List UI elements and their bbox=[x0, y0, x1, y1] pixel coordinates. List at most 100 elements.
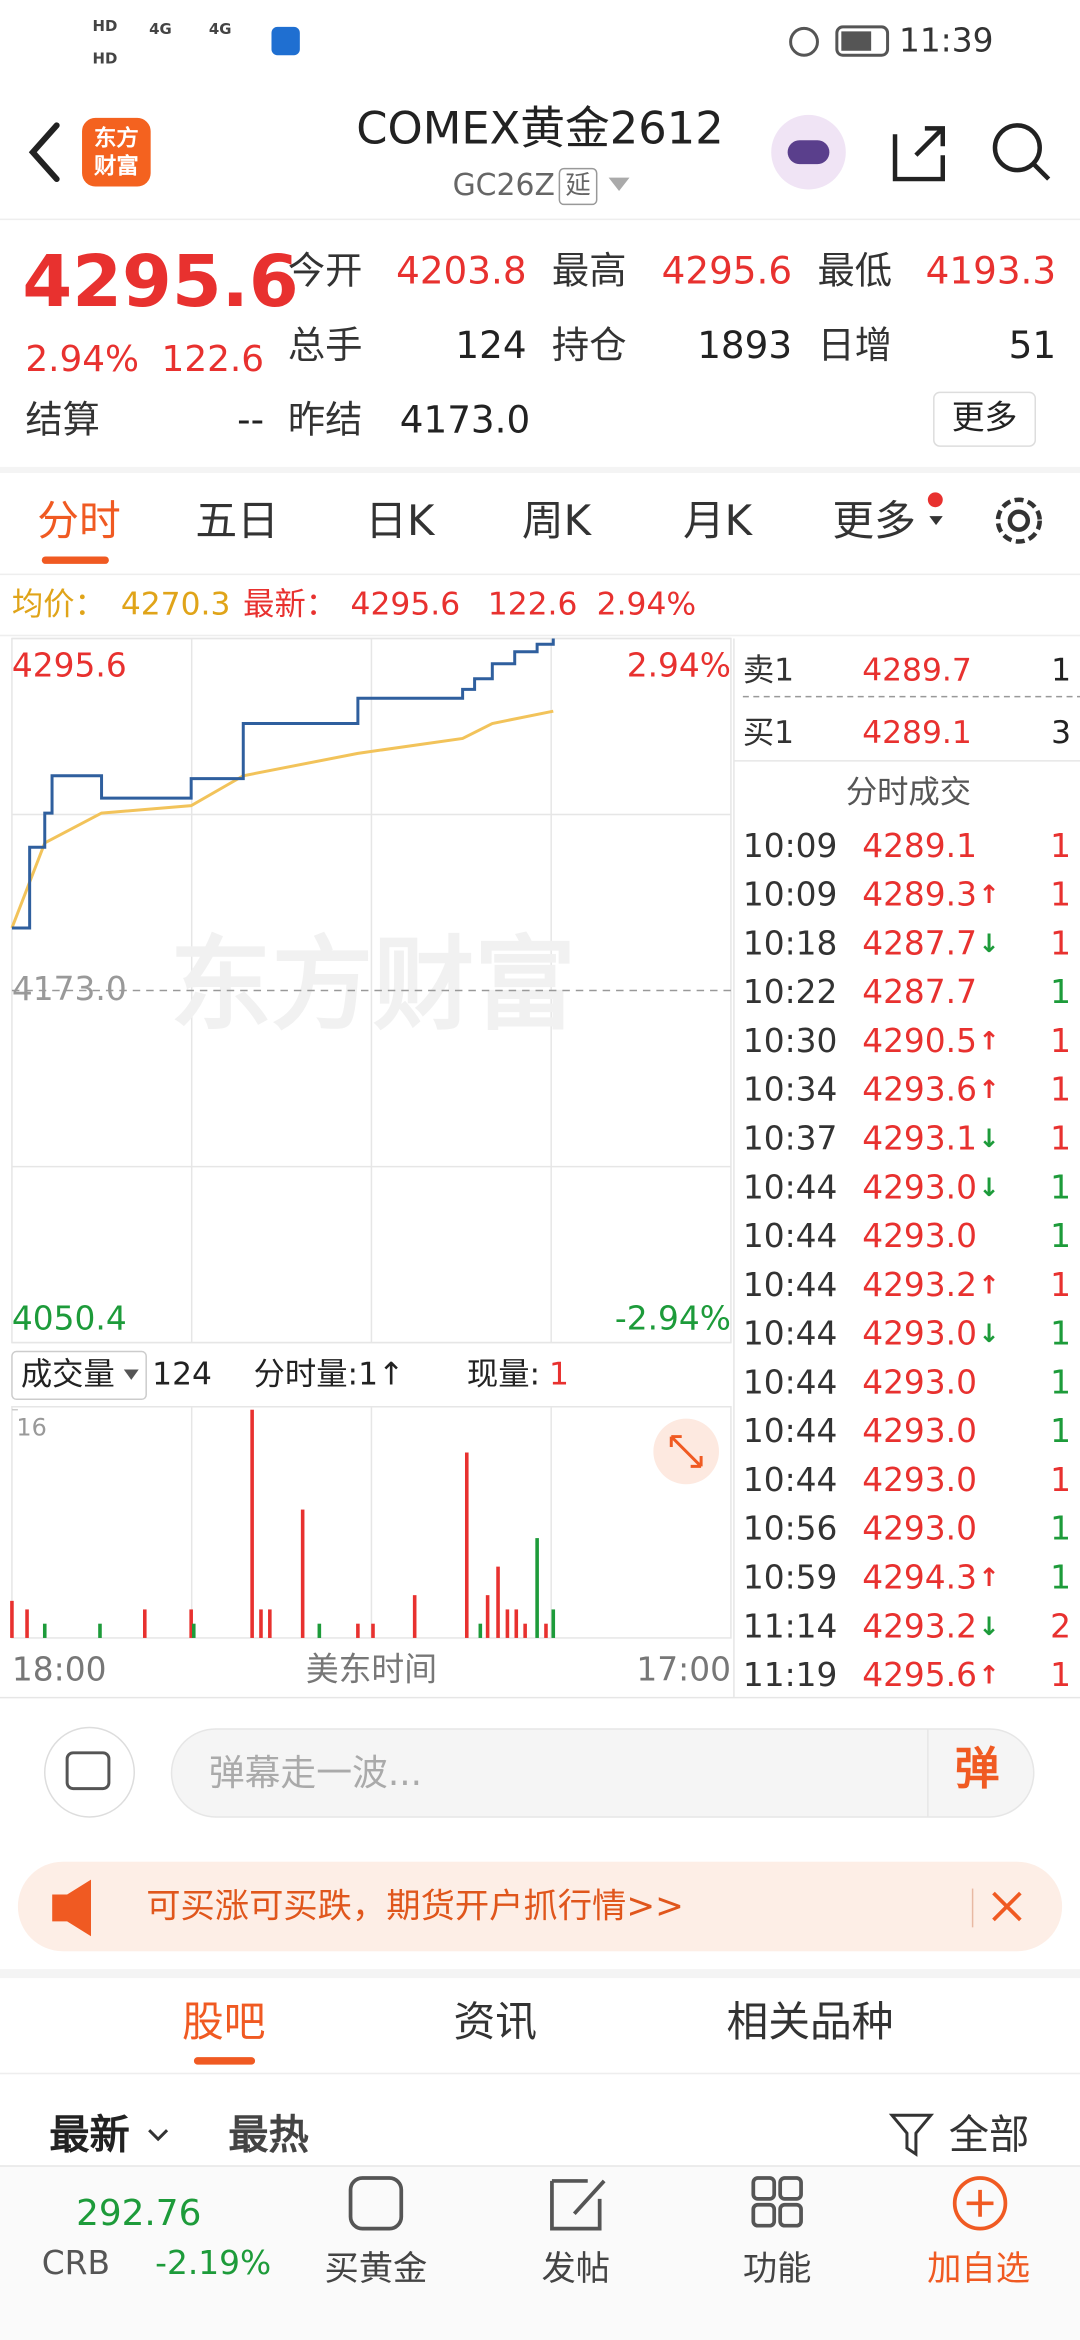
trade-volume: 1 bbox=[1050, 1315, 1071, 1353]
section-tab[interactable]: 资讯 bbox=[453, 1997, 537, 2046]
current-volume-label: 现量: bbox=[467, 1356, 540, 1392]
trade-volume: 1 bbox=[1050, 1120, 1071, 1158]
watermark: 东方财富 bbox=[170, 926, 576, 1044]
dropdown-triangle[interactable] bbox=[608, 177, 630, 191]
trade-price: 4293.0 bbox=[862, 1412, 977, 1450]
trade-price: 4290.5 bbox=[862, 1022, 977, 1060]
volume-label[interactable]: 成交量 bbox=[21, 1356, 115, 1392]
trade-time: 11:14 bbox=[743, 1607, 838, 1645]
trade-volume: 1 bbox=[1050, 1071, 1071, 1109]
nav-item[interactable]: 加自选 bbox=[927, 2249, 1030, 2289]
summary-item: 4295.6 bbox=[351, 587, 461, 623]
trade-time: 10:44 bbox=[743, 1363, 838, 1401]
volume-bar bbox=[300, 1509, 305, 1638]
chart-tab[interactable]: 更多 bbox=[832, 496, 916, 545]
chart-tab[interactable]: 周K bbox=[522, 496, 593, 545]
volume-bar bbox=[523, 1623, 527, 1638]
nav-icons bbox=[348, 2176, 1008, 2231]
close-button[interactable] bbox=[992, 1891, 1022, 1922]
volume-bar bbox=[551, 1609, 556, 1638]
chart-tab[interactable]: 月K bbox=[683, 496, 754, 545]
dropdown-triangle bbox=[929, 516, 943, 526]
app-logo[interactable] bbox=[82, 117, 151, 187]
nav-item[interactable]: 发帖 bbox=[541, 2249, 610, 2289]
nav-item[interactable]: 买黄金 bbox=[324, 2249, 427, 2289]
summary-item: 均价： bbox=[12, 587, 106, 623]
sort-chevron[interactable] bbox=[148, 2129, 169, 2142]
filter-icon[interactable] bbox=[888, 2113, 935, 2157]
trade-volume: 1 bbox=[1050, 1461, 1071, 1499]
section-tab[interactable]: 股吧 bbox=[182, 1997, 266, 2046]
trade-price: 4293.0 bbox=[862, 1461, 977, 1499]
filter-all[interactable]: 全部 bbox=[949, 2113, 1030, 2159]
network-label: HD bbox=[92, 50, 117, 68]
page-title: COMEX黄金2612 bbox=[356, 101, 723, 154]
expand-button[interactable] bbox=[653, 1418, 720, 1485]
trade-time: 10:30 bbox=[743, 1022, 838, 1060]
trade-volume: 1 bbox=[1050, 1168, 1071, 1206]
nav-item[interactable]: 功能 bbox=[743, 2249, 812, 2289]
volume-bar bbox=[505, 1609, 510, 1638]
volume-selector[interactable] bbox=[11, 1350, 147, 1401]
network-label: 4G bbox=[149, 20, 172, 38]
field-value: 1893 bbox=[697, 323, 792, 367]
field-value: 4193.3 bbox=[926, 249, 1056, 293]
volume-tick-label: 16 bbox=[16, 1414, 46, 1442]
trade-time: 10:44 bbox=[743, 1168, 838, 1206]
logo-text: 东方 bbox=[94, 124, 139, 151]
summary-item: 122.6 bbox=[488, 587, 578, 623]
comment-input[interactable] bbox=[170, 1728, 1035, 1818]
chart-tab[interactable]: 五日 bbox=[195, 496, 279, 545]
back-button[interactable] bbox=[28, 122, 60, 183]
section-tab[interactable]: 相关品种 bbox=[727, 1997, 894, 2046]
more-button[interactable] bbox=[933, 391, 1036, 447]
filter-hot[interactable]: 最热 bbox=[228, 2113, 309, 2159]
trade-price: 4294.3 bbox=[862, 1559, 977, 1597]
field-label: 结算 bbox=[25, 398, 100, 442]
more-button-label[interactable]: 更多 bbox=[952, 399, 1018, 437]
banner-text[interactable]: 可买涨可买跌，期货开户抓行情>> bbox=[146, 1886, 684, 1926]
comment-placeholder[interactable]: 弹幕走一波... bbox=[209, 1753, 422, 1794]
danmaku-icon[interactable] bbox=[44, 1726, 135, 1818]
promo-banner[interactable] bbox=[17, 1861, 1063, 1952]
change-pct: 2.94% bbox=[25, 339, 139, 380]
divider bbox=[0, 466, 1080, 473]
share-icon[interactable] bbox=[892, 126, 945, 182]
trade-time: 10:09 bbox=[743, 876, 838, 914]
volume-bar bbox=[371, 1623, 375, 1638]
filter-latest[interactable]: 最新 bbox=[49, 2113, 130, 2159]
field-label: 日增 bbox=[817, 323, 892, 367]
search-icon[interactable] bbox=[992, 123, 1051, 181]
bottom-nav bbox=[0, 2166, 1080, 2340]
volume-bar bbox=[259, 1609, 263, 1638]
trade-time: 10:44 bbox=[743, 1315, 838, 1353]
trade-time: 10:37 bbox=[743, 1120, 838, 1158]
volume-bar bbox=[356, 1623, 360, 1638]
y-tick-label: 4050.4 bbox=[12, 1300, 127, 1338]
volume-bar bbox=[268, 1609, 272, 1638]
volume-total: 124 bbox=[152, 1356, 212, 1392]
trade-time: 10:44 bbox=[743, 1461, 838, 1499]
summary-item: 最新： bbox=[243, 587, 337, 623]
x-tick-label: 18:00 bbox=[12, 1650, 107, 1688]
trade-price: 4293.0 bbox=[862, 1363, 977, 1401]
pct-label: 2.94% bbox=[627, 646, 731, 684]
tag-box bbox=[558, 167, 598, 206]
field-value: 4203.8 bbox=[396, 249, 526, 293]
trade-volume: 1 bbox=[1050, 827, 1071, 865]
trade-arrow: ↓ bbox=[978, 1172, 999, 1202]
danmaku-button[interactable]: 弹 bbox=[955, 1742, 1000, 1795]
volume-bar bbox=[250, 1409, 254, 1638]
volume-bar bbox=[412, 1595, 417, 1638]
megaphone-icon bbox=[52, 1879, 91, 1937]
index-name: CRB bbox=[42, 2244, 110, 2282]
network-label: 4G bbox=[209, 20, 232, 38]
chart-tab[interactable]: 分时 bbox=[37, 496, 121, 545]
trade-time: 10:34 bbox=[743, 1071, 838, 1109]
tick-volume: 分时量:1↑ bbox=[254, 1356, 405, 1392]
settings-icon[interactable] bbox=[995, 497, 1042, 544]
trade-price: 4293.0 bbox=[862, 1168, 977, 1206]
chart-tab[interactable]: 日K bbox=[365, 496, 436, 545]
trade-time: 11:19 bbox=[743, 1656, 838, 1694]
field-label: 总手 bbox=[288, 323, 363, 367]
